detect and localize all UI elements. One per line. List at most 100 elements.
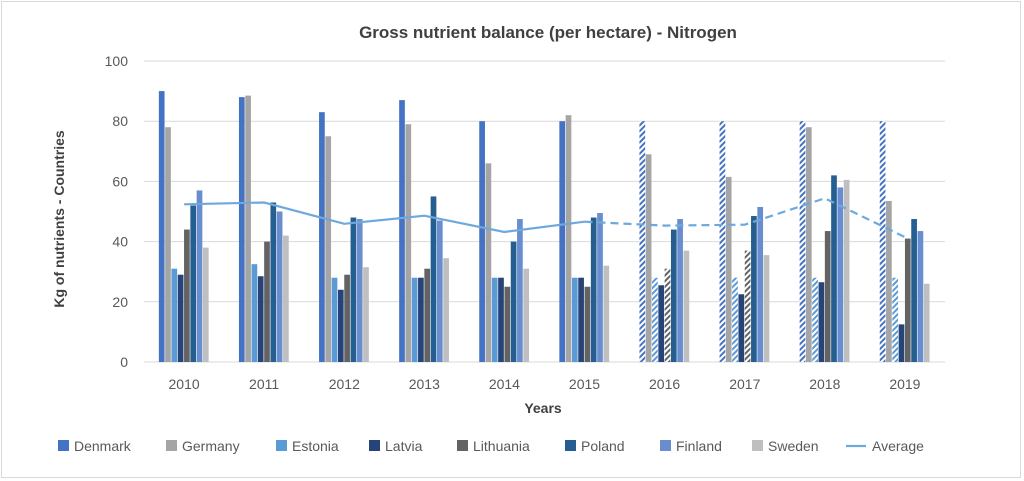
bar-lithuania-2012 bbox=[344, 274, 350, 362]
x-tick-label: 2016 bbox=[649, 376, 680, 392]
bar-latvia-2015 bbox=[578, 277, 584, 362]
legend-label-germany: Germany bbox=[182, 438, 240, 454]
bar-poland-2013 bbox=[430, 196, 437, 362]
bar-denmark-2010 bbox=[158, 91, 165, 362]
x-tick-label: 2011 bbox=[249, 376, 279, 392]
bar-finland-2018 bbox=[837, 187, 844, 362]
bar-sweden-2016 bbox=[683, 250, 690, 362]
bar-sweden-2019 bbox=[923, 283, 930, 362]
bar-poland-2017 bbox=[751, 216, 757, 362]
bar-lithuania-2016 bbox=[664, 268, 671, 362]
bar-poland-2014 bbox=[510, 241, 517, 362]
bar-lithuania-2010 bbox=[184, 229, 190, 362]
x-tick-label: 2017 bbox=[729, 376, 760, 392]
bar-latvia-2012 bbox=[337, 289, 344, 362]
bar-estonia-2012 bbox=[331, 277, 338, 362]
bar-sweden-2012 bbox=[363, 267, 369, 362]
bar-estonia-2015 bbox=[571, 277, 578, 362]
legend-label-latvia: Latvia bbox=[385, 438, 423, 454]
legend-swatch-denmark bbox=[58, 440, 69, 451]
bar-estonia-2014 bbox=[491, 277, 498, 362]
bar-latvia-2018 bbox=[818, 282, 825, 362]
bar-lithuania-2015 bbox=[584, 286, 591, 362]
x-tick-label: 2015 bbox=[569, 376, 600, 392]
bar-lithuania-2017 bbox=[744, 250, 751, 362]
bar-sweden-2010 bbox=[202, 247, 209, 362]
legend-swatch-estonia bbox=[276, 440, 287, 451]
bar-denmark-2012 bbox=[319, 112, 325, 362]
bar-germany-2018 bbox=[805, 127, 812, 362]
x-tick-label: 2012 bbox=[329, 376, 360, 392]
x-tick-label: 2018 bbox=[809, 376, 840, 392]
bar-poland-2010 bbox=[190, 205, 197, 362]
bar-finland-2015 bbox=[597, 213, 603, 362]
bar-finland-2011 bbox=[276, 211, 283, 362]
bars bbox=[158, 91, 930, 363]
bar-denmark-2017 bbox=[719, 121, 726, 362]
x-axis-ticks: 2010 2011 2012 2013 2014 2015 2016 2017 2018 2019 bbox=[169, 376, 921, 392]
legend-swatch-sweden bbox=[752, 440, 763, 451]
legend-label-finland: Finland bbox=[676, 438, 722, 454]
bar-lithuania-2011 bbox=[264, 241, 270, 362]
bar-denmark-2013 bbox=[399, 100, 405, 362]
bar-latvia-2013 bbox=[418, 277, 424, 362]
bar-germany-2011 bbox=[245, 95, 251, 363]
y-tick-label: 20 bbox=[112, 294, 128, 310]
legend-swatch-latvia bbox=[369, 440, 380, 451]
bar-finland-2013 bbox=[436, 220, 443, 362]
y-tick-label: 80 bbox=[112, 113, 128, 129]
legend-label-poland: Poland bbox=[581, 438, 625, 454]
y-axis-label: Kg of nutrients - Countries bbox=[51, 130, 67, 308]
bar-finland-2016 bbox=[677, 219, 683, 362]
bar-poland-2019 bbox=[911, 219, 917, 362]
bar-estonia-2016 bbox=[652, 277, 658, 362]
y-tick-label: 60 bbox=[112, 173, 128, 189]
bar-sweden-2017 bbox=[763, 255, 770, 362]
bar-finland-2014 bbox=[517, 219, 523, 362]
bar-denmark-2018 bbox=[799, 121, 806, 362]
bar-germany-2015 bbox=[565, 115, 572, 363]
bar-estonia-2013 bbox=[411, 277, 418, 362]
bar-lithuania-2014 bbox=[504, 286, 511, 362]
bar-estonia-2010 bbox=[171, 268, 178, 362]
legend-swatch-poland bbox=[565, 440, 576, 451]
bar-germany-2014 bbox=[485, 163, 492, 362]
average-line-dashed bbox=[584, 197, 906, 239]
y-axis-ticks: 0 20 40 60 80 100 bbox=[105, 53, 129, 370]
bar-finland-2012 bbox=[356, 219, 363, 362]
bar-germany-2016 bbox=[645, 154, 652, 362]
bar-estonia-2011 bbox=[251, 264, 258, 362]
bar-finland-2019 bbox=[917, 231, 924, 362]
bar-denmark-2011 bbox=[238, 97, 245, 363]
y-tick-label: 40 bbox=[112, 234, 128, 250]
bar-estonia-2017 bbox=[732, 277, 738, 362]
legend-label-lithuania: Lithuania bbox=[473, 438, 530, 454]
legend-label-sweden: Sweden bbox=[768, 438, 819, 454]
bar-germany-2012 bbox=[325, 136, 332, 362]
chart-title: Gross nutrient balance (per hectare) - N… bbox=[359, 23, 737, 42]
bar-sweden-2014 bbox=[523, 268, 530, 362]
legend-swatch-finland bbox=[660, 440, 671, 451]
bar-lithuania-2018 bbox=[824, 231, 831, 362]
legend-label-denmark: Denmark bbox=[74, 438, 132, 454]
bar-poland-2016 bbox=[670, 229, 677, 362]
bar-germany-2010 bbox=[165, 127, 171, 362]
bar-latvia-2016 bbox=[658, 285, 665, 362]
x-tick-label: 2013 bbox=[409, 376, 440, 392]
average-line-solid bbox=[184, 201, 585, 234]
legend-swatch-germany bbox=[166, 440, 177, 451]
average-line bbox=[184, 197, 906, 239]
bar-lithuania-2013 bbox=[424, 268, 431, 362]
bar-finland-2010 bbox=[196, 190, 203, 362]
bar-lithuania-2019 bbox=[904, 238, 911, 362]
y-tick-label: 100 bbox=[105, 53, 129, 69]
bar-estonia-2019 bbox=[892, 277, 899, 362]
bar-germany-2013 bbox=[405, 124, 412, 363]
bar-denmark-2016 bbox=[639, 121, 646, 362]
bar-poland-2011 bbox=[270, 202, 277, 362]
bar-latvia-2011 bbox=[257, 276, 264, 362]
x-tick-label: 2019 bbox=[889, 376, 920, 392]
legend-label-estonia: Estonia bbox=[292, 438, 339, 454]
